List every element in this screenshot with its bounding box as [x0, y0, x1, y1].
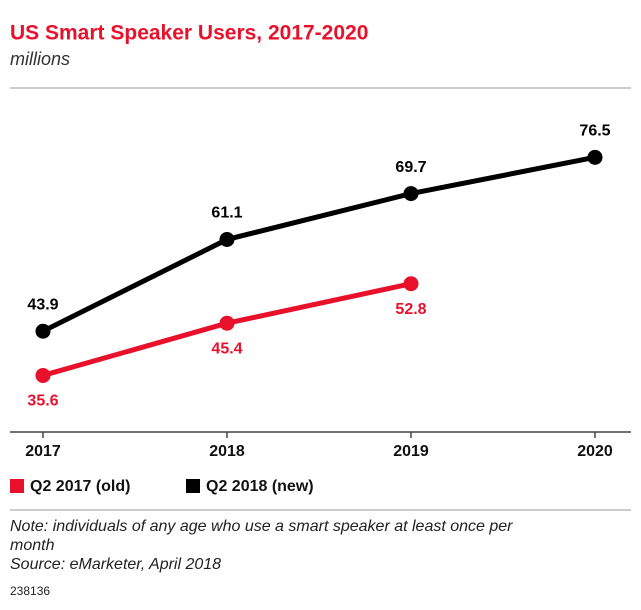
point [403, 186, 419, 202]
x-tick-label: 2019 [393, 443, 429, 460]
value-label: 52.8 [395, 301, 426, 318]
x-tick-label: 2018 [209, 443, 245, 460]
legend-swatch [10, 479, 24, 493]
chart-id: 238136 [10, 584, 51, 598]
point [35, 367, 51, 383]
x-tick-label: 2017 [25, 443, 61, 460]
legend-label: Q2 2018 (new) [206, 478, 314, 495]
note: Note: individuals of any age who use a s… [10, 518, 513, 554]
chart-subtitle: millions [10, 49, 70, 69]
source: Source: eMarketer, April 2018 [10, 556, 222, 573]
point [403, 276, 419, 292]
value-label: 61.1 [211, 205, 242, 222]
series-line [41, 154, 596, 334]
legend-swatch [186, 479, 200, 493]
value-label: 45.4 [211, 340, 242, 357]
chart-title: US Smart Speaker Users, 2017-2020 [10, 22, 368, 45]
value-label: 69.7 [395, 159, 426, 176]
value-label: 35.6 [27, 393, 58, 410]
point [35, 323, 51, 339]
x-tick-label: 2020 [577, 443, 613, 460]
legend-label: Q2 2017 (old) [30, 478, 130, 495]
point [219, 231, 235, 247]
value-label: 43.9 [27, 296, 58, 313]
point [587, 149, 603, 165]
point [219, 315, 235, 331]
value-label: 76.5 [579, 123, 610, 140]
